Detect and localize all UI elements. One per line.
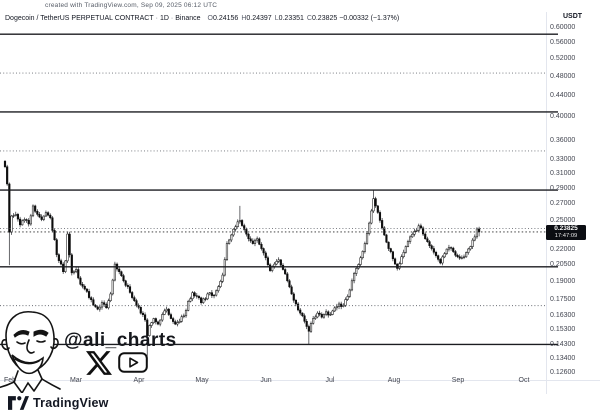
tradingview-logo-text: TradingView [33, 396, 109, 410]
price-tick-label: 0.27000 [550, 200, 576, 208]
month-label: Jun [260, 377, 272, 384]
price-tick-label: 0.56000 [550, 39, 576, 47]
month-label: Feb [3, 377, 17, 384]
separator-dot: · [170, 15, 174, 22]
month-label: Oct [518, 377, 530, 384]
ohlc-value: 0.24156 [213, 15, 239, 22]
ohlc-value: 0.24397 [246, 15, 272, 22]
price-tick-label: 0.36000 [550, 136, 576, 144]
month-label: Jul [325, 377, 335, 384]
price-tick-label: 0.13400 [550, 355, 576, 363]
price-tick-label: 0.33000 [550, 155, 576, 163]
price-tick-label: 0.52000 [550, 55, 576, 63]
price-tick-label: 0.25000 [550, 217, 576, 225]
symbol-name: Dogecoin / TetherUS PERPETUAL CONTRACT [5, 15, 154, 22]
ohlc-value: 0.23825 [311, 15, 338, 22]
price-tick-label: 0.44000 [550, 92, 576, 100]
price-tick-label: 0.14300 [550, 340, 576, 348]
ali-portrait-sketch [0, 311, 61, 393]
ohlc-label: O [207, 15, 213, 22]
exchange-label: Binance [175, 15, 201, 22]
last-price-box: 0.23825 17:47:09 [546, 224, 586, 240]
price-tick-label: 0.20500 [550, 261, 576, 269]
x-logo-icon [86, 351, 112, 375]
month-label: May [195, 377, 209, 384]
month-label: Mar [69, 377, 83, 384]
separator-dot: · [155, 15, 158, 22]
ohlc-label: H [241, 15, 247, 22]
bar-countdown: 17:47:09 [554, 232, 578, 239]
price-tick-label: 0.60000 [550, 23, 576, 31]
price-tick-label: 0.12600 [550, 368, 576, 376]
price-tick-label: 0.40000 [550, 113, 576, 121]
price-tick-label: 0.15300 [550, 325, 576, 333]
price-tick-label: 0.19000 [550, 277, 576, 285]
price-tick-label: 0.31000 [550, 169, 576, 177]
ohlc-values: O0.24156 H0.24397 L0.23351 C0.23825 [205, 15, 338, 22]
price-tick-label: 0.17500 [550, 296, 576, 304]
quote-currency-label: USDT [563, 13, 583, 20]
price-tick-label: 0.22000 [550, 245, 576, 253]
price-tick-label: 0.48000 [550, 73, 576, 81]
tradingview-logo-mark [8, 396, 29, 410]
ohlc-label: C [306, 15, 312, 22]
last-price-value: 0.23825 [554, 224, 578, 232]
price-tick-label: 0.16300 [550, 311, 576, 319]
youtube-logo-icon [118, 352, 148, 373]
month-label: Apr [133, 377, 145, 384]
symbol-info-bar: Dogecoin / TetherUS PERPETUAL CONTRACT · 1… [5, 15, 399, 22]
month-label: Aug [387, 377, 401, 384]
watermark-handle: @ali_charts [64, 330, 177, 351]
tradingview-logo[interactable]: TradingView [8, 396, 109, 410]
price-tick-label: 0.29000 [550, 184, 576, 192]
ohlc-label: L [274, 15, 279, 22]
month-label: Sep [451, 377, 465, 384]
interval-label: 1D [159, 15, 169, 22]
change-value: −0.00332 (−1.37%) [339, 15, 400, 22]
attribution-text: created with TradingView.com, Sep 09, 20… [45, 2, 218, 9]
ohlc-value: 0.23351 [278, 15, 304, 22]
